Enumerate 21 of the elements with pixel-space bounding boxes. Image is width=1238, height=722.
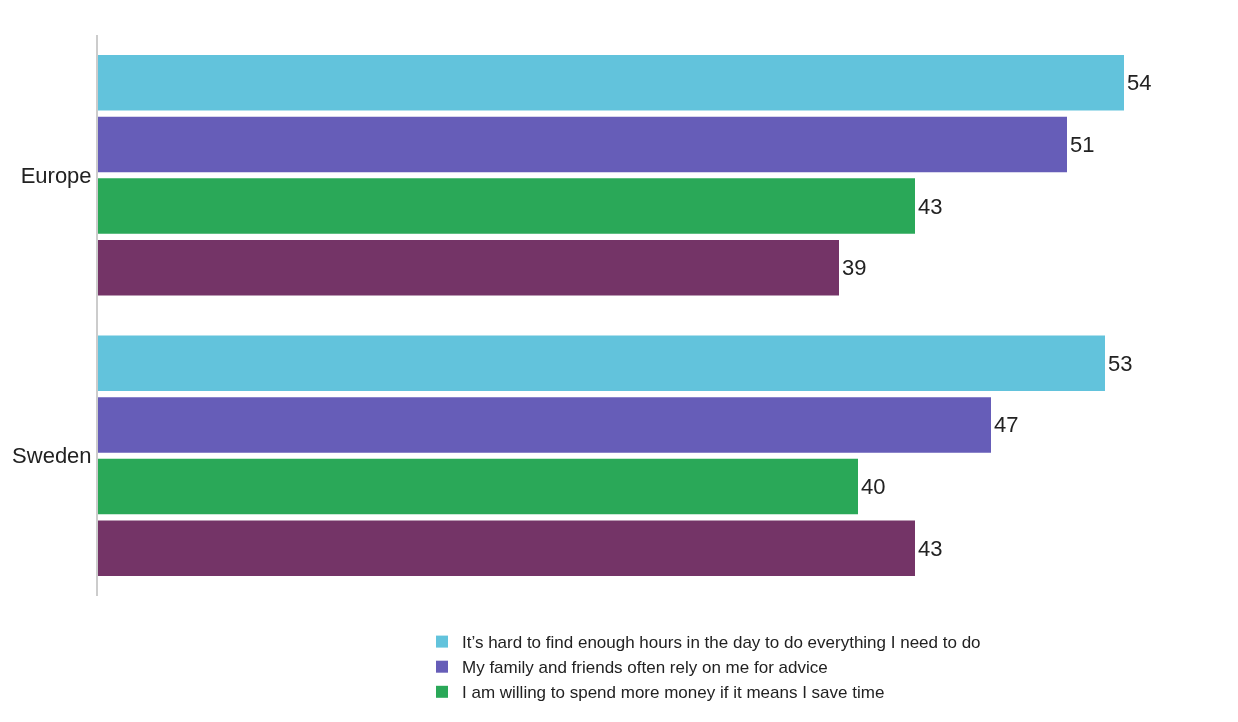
data-label: 53 <box>1108 350 1133 376</box>
bar <box>98 520 915 577</box>
data-label: 51 <box>1070 131 1095 157</box>
data-label: 43 <box>918 193 943 219</box>
data-label: 47 <box>994 412 1019 438</box>
legend-label: I am willing to spend more money if it means I save time <box>462 683 885 703</box>
y-tick-label: Sweden <box>12 443 92 469</box>
data-label: 54 <box>1127 70 1152 96</box>
bar <box>98 397 991 453</box>
bar <box>98 240 839 296</box>
data-label: 39 <box>842 255 867 281</box>
data-label: 40 <box>861 474 886 500</box>
bar <box>98 116 1067 173</box>
bar <box>98 178 915 234</box>
y-tick-label: Europe <box>20 162 92 188</box>
bar <box>98 54 1124 111</box>
bar <box>98 458 858 515</box>
legend-label: My family and friends often rely on me for advice <box>462 658 828 678</box>
data-label: 43 <box>918 535 943 561</box>
legend-label: It’s hard to find enough hours in the day to do everything I need to do <box>462 633 981 653</box>
bar <box>98 335 1105 391</box>
